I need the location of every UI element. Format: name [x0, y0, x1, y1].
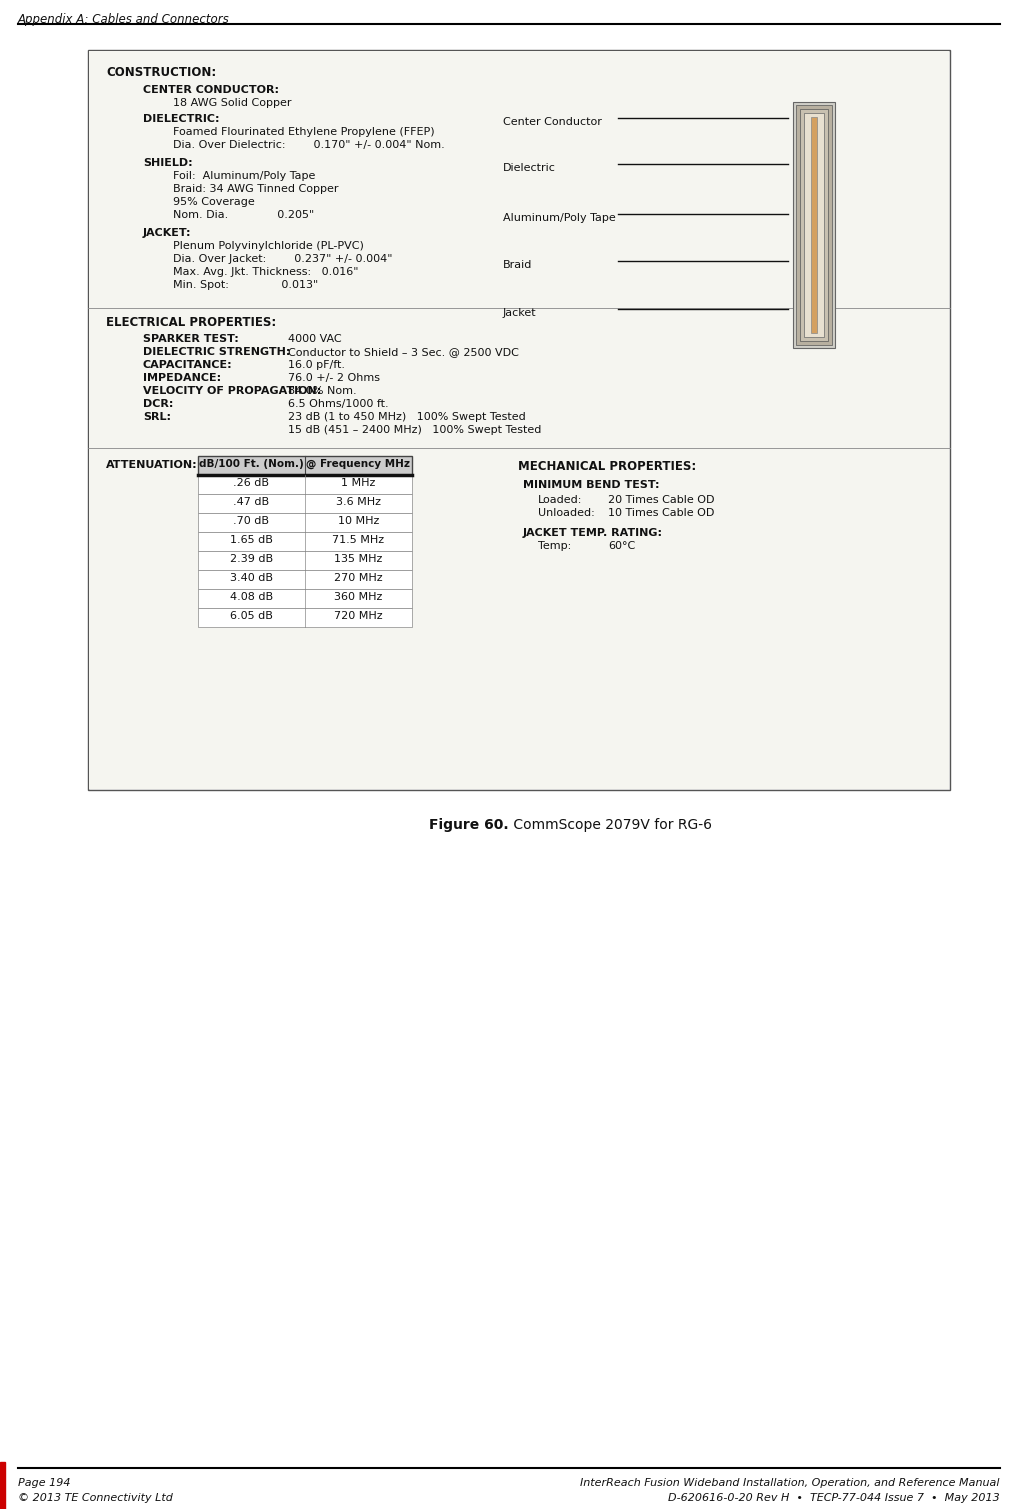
Text: ATTENUATION:: ATTENUATION: [106, 460, 197, 469]
Text: .47 dB: .47 dB [233, 496, 270, 507]
Text: 135 MHz: 135 MHz [334, 554, 383, 564]
Bar [811, 118, 817, 333]
Text: Plenum Polyvinylchloride (PL-PVC): Plenum Polyvinylchloride (PL-PVC) [173, 241, 363, 250]
Text: .26 dB: .26 dB [233, 478, 270, 487]
Text: Max. Avg. Jkt. Thickness:   0.016": Max. Avg. Jkt. Thickness: 0.016" [173, 267, 358, 278]
Text: SHIELD:: SHIELD: [143, 158, 192, 167]
Bar [197, 570, 412, 589]
Bar [793, 103, 835, 349]
Text: Loaded:: Loaded: [538, 495, 582, 506]
Text: CENTER CONDUCTOR:: CENTER CONDUCTOR: [143, 85, 279, 95]
Text: Aluminum/Poly Tape: Aluminum/Poly Tape [503, 213, 616, 223]
Bar [197, 456, 412, 475]
Bar [197, 589, 412, 608]
Text: 2.39 dB: 2.39 dB [230, 554, 273, 564]
Text: Dia. Over Dielectric:        0.170" +/- 0.004" Nom.: Dia. Over Dielectric: 0.170" +/- 0.004" … [173, 140, 445, 149]
Text: SRL:: SRL: [143, 412, 171, 423]
Text: 6.5 Ohms/1000 ft.: 6.5 Ohms/1000 ft. [288, 398, 389, 409]
Text: 720 MHz: 720 MHz [334, 611, 383, 622]
Bar [804, 113, 824, 337]
Text: D-620616-0-20 Rev H  •  TECP-77-044 Issue 7  •  May 2013: D-620616-0-20 Rev H • TECP-77-044 Issue … [668, 1492, 1000, 1503]
Text: MINIMUM BEND TEST:: MINIMUM BEND TEST: [523, 480, 660, 490]
Text: Appendix A: Cables and Connectors: Appendix A: Cables and Connectors [18, 14, 230, 26]
Text: Foil:  Aluminum/Poly Tape: Foil: Aluminum/Poly Tape [173, 171, 316, 181]
Text: DCR:: DCR: [143, 398, 173, 409]
Bar [796, 106, 832, 346]
Bar [0, 1462, 5, 1509]
Text: Braid: 34 AWG Tinned Copper: Braid: 34 AWG Tinned Copper [173, 184, 339, 195]
Text: 270 MHz: 270 MHz [334, 573, 383, 582]
Bar [197, 513, 412, 533]
Bar [197, 533, 412, 551]
Text: CommScope 2079V for RG-6: CommScope 2079V for RG-6 [509, 818, 712, 831]
Text: 15 dB (451 – 2400 MHz)   100% Swept Tested: 15 dB (451 – 2400 MHz) 100% Swept Tested [288, 426, 542, 435]
Text: @ Frequency MHz: @ Frequency MHz [306, 459, 410, 469]
Text: 10 Times Cable OD: 10 Times Cable OD [608, 509, 715, 518]
Text: Braid: Braid [503, 260, 532, 270]
Text: 3.6 MHz: 3.6 MHz [336, 496, 381, 507]
Text: DIELECTRIC STRENGTH:: DIELECTRIC STRENGTH: [143, 347, 290, 358]
Text: CAPACITANCE:: CAPACITANCE: [143, 361, 233, 370]
Text: MECHANICAL PROPERTIES:: MECHANICAL PROPERTIES: [518, 460, 696, 472]
Text: JACKET:: JACKET: [143, 228, 191, 238]
Text: © 2013 TE Connectivity Ltd: © 2013 TE Connectivity Ltd [18, 1492, 173, 1503]
Text: Figure 60.: Figure 60. [430, 818, 509, 831]
Text: dB/100 Ft. (Nom.): dB/100 Ft. (Nom.) [200, 459, 304, 469]
Text: CONSTRUCTION:: CONSTRUCTION: [106, 66, 216, 78]
Bar [197, 551, 412, 570]
Text: 60°C: 60°C [608, 542, 635, 551]
Text: 4000 VAC: 4000 VAC [288, 333, 342, 344]
Text: 1 MHz: 1 MHz [341, 478, 376, 487]
Text: 18 AWG Solid Copper: 18 AWG Solid Copper [173, 98, 291, 109]
Text: VELOCITY OF PROPAGATION:: VELOCITY OF PROPAGATION: [143, 386, 322, 395]
Bar [197, 608, 412, 628]
Text: Dia. Over Jacket:        0.237" +/- 0.004": Dia. Over Jacket: 0.237" +/- 0.004" [173, 254, 393, 264]
Text: 6.05 dB: 6.05 dB [230, 611, 273, 622]
Text: Min. Spot:               0.013": Min. Spot: 0.013" [173, 281, 319, 290]
Bar [89, 51, 949, 789]
Text: 16.0 pF/ft.: 16.0 pF/ft. [288, 361, 345, 370]
Bar [88, 50, 950, 791]
Text: Page 194: Page 194 [18, 1477, 70, 1488]
Text: Jacket: Jacket [503, 308, 536, 318]
Text: Conductor to Shield – 3 Sec. @ 2500 VDC: Conductor to Shield – 3 Sec. @ 2500 VDC [288, 347, 519, 358]
Text: 84.0% Nom.: 84.0% Nom. [288, 386, 356, 395]
Bar [800, 109, 828, 341]
Text: DIELECTRIC:: DIELECTRIC: [143, 115, 220, 124]
Text: SPARKER TEST:: SPARKER TEST: [143, 333, 239, 344]
Text: ELECTRICAL PROPERTIES:: ELECTRICAL PROPERTIES: [106, 315, 276, 329]
Text: .70 dB: .70 dB [233, 516, 270, 527]
Text: Foamed Flourinated Ethylene Propylene (FFEP): Foamed Flourinated Ethylene Propylene (F… [173, 127, 435, 137]
Text: 4.08 dB: 4.08 dB [230, 592, 273, 602]
Bar [197, 493, 412, 513]
Text: Nom. Dia.              0.205": Nom. Dia. 0.205" [173, 210, 315, 220]
Text: JACKET TEMP. RATING:: JACKET TEMP. RATING: [523, 528, 663, 539]
Text: 95% Coverage: 95% Coverage [173, 198, 254, 207]
Text: 23 dB (1 to 450 MHz)   100% Swept Tested: 23 dB (1 to 450 MHz) 100% Swept Tested [288, 412, 525, 423]
Text: IMPEDANCE:: IMPEDANCE: [143, 373, 221, 383]
Text: 360 MHz: 360 MHz [334, 592, 383, 602]
Text: 76.0 +/- 2 Ohms: 76.0 +/- 2 Ohms [288, 373, 380, 383]
Text: 71.5 MHz: 71.5 MHz [333, 536, 385, 545]
Text: Center Conductor: Center Conductor [503, 118, 602, 127]
Bar [197, 475, 412, 493]
Text: 1.65 dB: 1.65 dB [230, 536, 273, 545]
Text: InterReach Fusion Wideband Installation, Operation, and Reference Manual: InterReach Fusion Wideband Installation,… [580, 1477, 1000, 1488]
Text: 10 MHz: 10 MHz [338, 516, 379, 527]
Text: 3.40 dB: 3.40 dB [230, 573, 273, 582]
Text: Dielectric: Dielectric [503, 163, 556, 174]
Text: Temp:: Temp: [538, 542, 571, 551]
Text: Unloaded:: Unloaded: [538, 509, 595, 518]
Text: 20 Times Cable OD: 20 Times Cable OD [608, 495, 715, 506]
